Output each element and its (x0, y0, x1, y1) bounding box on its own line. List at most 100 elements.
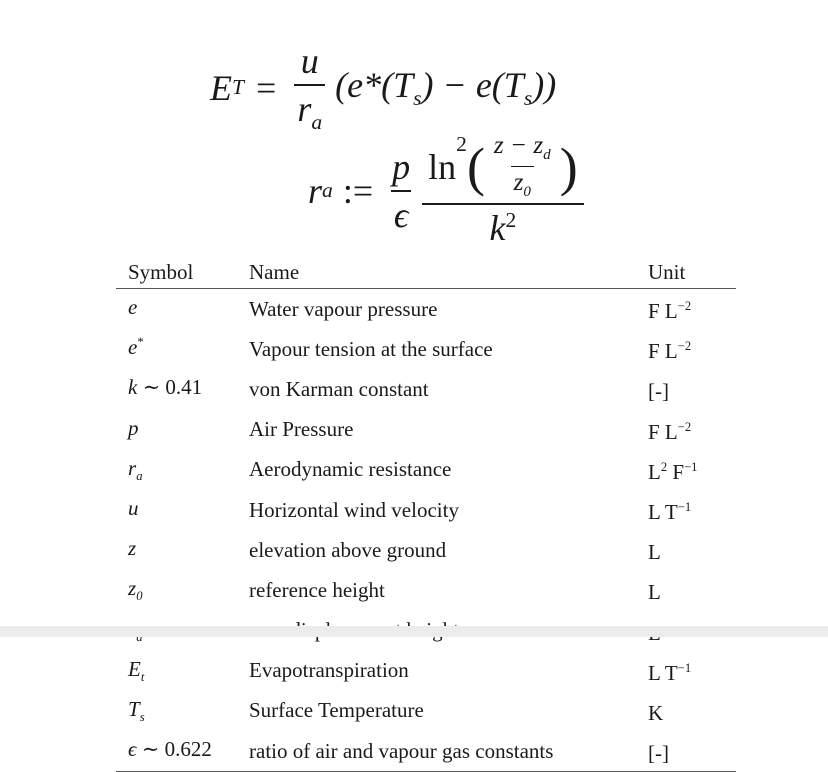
eq1-den-main: r (297, 89, 312, 129)
unit-sup: −2 (677, 339, 692, 354)
unit2: F (667, 459, 685, 484)
unit: L (648, 459, 661, 484)
header-symbol: Symbol (116, 258, 249, 289)
symbol-cell: u (116, 490, 249, 530)
symbol-cell: Et (116, 651, 249, 691)
eq2-fraction-p-eps: p ϵ (389, 146, 413, 236)
eq2-eps: ϵ (390, 189, 412, 236)
unit-sup: −1 (677, 660, 692, 675)
eq2-inner-num-sub: d (543, 147, 551, 164)
name-cell: reference height (249, 577, 385, 602)
symbol: E (128, 656, 141, 681)
symbol-sub: s (139, 710, 145, 725)
table-row: z elevation above ground L (116, 530, 736, 570)
unit2-sup: −1 (684, 459, 698, 474)
eq1-lhs-sub: T (232, 75, 245, 100)
unit-cell: [-] (648, 369, 736, 409)
unit: F L (648, 299, 678, 324)
name-cell: Air Pressure (249, 417, 354, 442)
eq2-left-paren: ( (466, 136, 485, 197)
eq2-inner-num-main: z − z (493, 132, 544, 159)
symbol: e (128, 335, 138, 360)
symbol: T (128, 696, 140, 721)
unit-sup: −2 (677, 419, 692, 434)
unit-sup: −1 (677, 500, 692, 515)
unit-cell: F L−2 (648, 410, 736, 450)
eq2-log-numerator: ln 2 ( z − zd z0 ) (425, 132, 581, 203)
eq2-inner-den-main: z (513, 169, 524, 197)
symbol-sub: a (136, 468, 143, 483)
unit-cell: L T−1 (648, 490, 736, 530)
symbol-cell: ra (116, 450, 249, 490)
header-unit: Unit (648, 258, 736, 289)
unit-cell: F L−2 (648, 329, 736, 369)
eq2-lhs: r (308, 170, 323, 211)
unit-sup: 2 (660, 459, 668, 474)
symbol: p (128, 415, 139, 440)
symbol-cell: z (116, 530, 249, 570)
name-cell: Surface Temperature (249, 698, 424, 723)
symbol: u (128, 495, 139, 520)
symbol-cell: k ∼ 0.41 (116, 369, 249, 409)
unit: L T (648, 660, 678, 685)
eq2-inner-den: z0 (510, 166, 534, 201)
table-row: e* Vapour tension at the surface F L−2 (116, 329, 736, 369)
eq2-inner-num: z − zd (491, 132, 554, 166)
eq2-p: p (392, 146, 411, 187)
bottom-margin (0, 626, 828, 637)
eq1-lhs: E (210, 67, 232, 108)
symbol: z (128, 536, 137, 561)
table-row: e Water vapour pressure F L−2 (116, 289, 736, 330)
eq1-equals: = (256, 67, 277, 108)
symbol: r (128, 455, 137, 480)
eq1-rhs-b: ) − e(T (421, 65, 524, 105)
eq2-log-denominator: k2 (422, 203, 584, 249)
eq1-rhs-a: (e*(T (335, 65, 414, 105)
name-cell: Water vapour pressure (249, 296, 438, 321)
eq2-k-pow: 2 (505, 208, 517, 233)
symbol: k (128, 375, 138, 400)
table-row: ϵ ∼ 0.622 ratio of air and vapour gas con… (116, 731, 736, 772)
symbol-value: ∼ 0.41 (137, 375, 203, 400)
eq2-lhs-sub: a (322, 178, 333, 203)
name-cell: elevation above ground (249, 537, 447, 562)
symbol-cell: z0 (116, 570, 249, 610)
eq1-rhs-sub1: s (413, 86, 422, 111)
unit: F L (648, 339, 678, 364)
symbol-sup: * (137, 335, 144, 350)
symbol-table: Symbol Name Unit e Water vapour pressure F… (116, 258, 736, 772)
name-cell: Evapotranspiration (249, 658, 409, 683)
table-row: u Horizontal wind velocity L T−1 (116, 490, 736, 530)
eq2-inner-den-sub: 0 (523, 184, 531, 201)
unit-cell: L T−1 (648, 651, 736, 691)
symbol-value: ∼ 0.622 (136, 737, 212, 762)
eq2-assign: := (342, 170, 374, 211)
eq1-rhs: (e*(Ts) − e(Ts)) (335, 64, 556, 111)
name-cell: Aerodynamic resistance (249, 457, 452, 482)
table-row: Et Evapotranspiration L T−1 (116, 651, 736, 691)
symbol-cell: p (116, 410, 249, 450)
eq1-numerator: u (300, 41, 319, 81)
table-header-row: Symbol Name Unit (116, 258, 736, 289)
unit: K (648, 700, 664, 725)
table-row: p Air Pressure F L−2 (116, 410, 736, 450)
eq2-k: k (489, 208, 506, 249)
symbol: z (128, 576, 137, 601)
eq1-den-sub: a (311, 110, 323, 135)
eq2-ln-pow: 2 (456, 132, 467, 156)
unit: [-] (648, 379, 669, 404)
eq2-ln: ln (428, 146, 457, 187)
unit-cell: L2 F−1 (648, 450, 736, 490)
unit-cell: L (648, 530, 736, 570)
unit: F L (648, 419, 678, 444)
name-cell: ratio of air and vapour gas constants (249, 731, 648, 772)
header-name: Name (249, 258, 648, 289)
symbol: ϵ (128, 737, 137, 762)
symbol-cell: e* (116, 329, 249, 369)
eq1-denominator: ra (294, 84, 326, 135)
unit-cell: F L−2 (648, 289, 736, 330)
name-cell: Vapour tension at the surface (249, 336, 493, 361)
unit: L T (648, 500, 678, 525)
